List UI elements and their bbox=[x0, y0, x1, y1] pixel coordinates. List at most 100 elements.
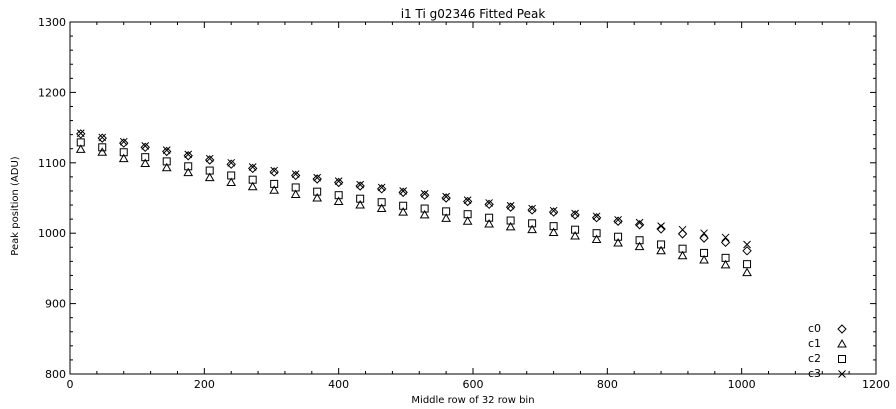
x-axis-label: Middle row of 32 row bin bbox=[411, 395, 534, 406]
point-c0 bbox=[76, 129, 86, 139]
point-c3 bbox=[270, 166, 279, 175]
plot-frame bbox=[69, 21, 877, 375]
point-c3 bbox=[463, 196, 472, 204]
point-c3 bbox=[485, 199, 493, 207]
point-c3 bbox=[291, 170, 300, 178]
y-tick-label: 1000 bbox=[38, 227, 66, 240]
point-c2 bbox=[184, 162, 193, 171]
point-c1 bbox=[226, 177, 237, 187]
point-c1 bbox=[441, 213, 451, 222]
point-c1 bbox=[742, 267, 752, 277]
point-c3 bbox=[227, 158, 236, 167]
x-tick-label: 600 bbox=[463, 378, 484, 391]
point-c1 bbox=[118, 153, 129, 163]
point-c2 bbox=[721, 253, 730, 262]
point-c0 bbox=[441, 193, 451, 203]
y-tick-label: 1300 bbox=[38, 16, 66, 29]
point-c0 bbox=[613, 216, 623, 226]
point-c1 bbox=[247, 181, 258, 191]
point-c0 bbox=[204, 155, 215, 165]
point-c1 bbox=[269, 185, 280, 194]
point-c0 bbox=[656, 224, 666, 234]
point-c0 bbox=[398, 187, 408, 198]
y-tick-label: 900 bbox=[45, 298, 66, 311]
legend-label: c2 bbox=[808, 352, 821, 365]
point-c3 bbox=[141, 142, 150, 150]
point-c0 bbox=[312, 174, 322, 184]
legend-marker-c3 bbox=[838, 370, 846, 378]
point-c0 bbox=[247, 163, 258, 174]
point-c2 bbox=[635, 236, 644, 245]
x-tick-label: 400 bbox=[328, 378, 349, 391]
point-c0 bbox=[720, 237, 731, 248]
point-c1 bbox=[333, 196, 344, 206]
chart-title: i1 Ti g02346 Fitted Peak bbox=[401, 7, 546, 21]
point-c3 bbox=[334, 177, 343, 185]
point-c3 bbox=[420, 189, 429, 198]
point-c3 bbox=[377, 183, 386, 192]
point-c1 bbox=[355, 200, 366, 209]
point-c0 bbox=[269, 167, 279, 177]
legend-label: c3 bbox=[808, 367, 821, 380]
point-c3 bbox=[442, 192, 450, 201]
point-c1 bbox=[204, 172, 215, 182]
point-c3 bbox=[614, 215, 622, 224]
point-c2 bbox=[485, 213, 494, 222]
point-c2 bbox=[270, 179, 279, 188]
point-c1 bbox=[312, 192, 323, 202]
legend: c0 c1 c2 c3 bbox=[808, 322, 847, 380]
point-c3 bbox=[678, 225, 687, 234]
point-c0 bbox=[634, 220, 645, 230]
legend-marker-c0 bbox=[837, 324, 847, 334]
x-tick-label: 1200 bbox=[862, 378, 890, 391]
point-c2 bbox=[657, 240, 666, 249]
point-c2 bbox=[592, 229, 601, 238]
point-c2 bbox=[98, 143, 107, 152]
point-c2 bbox=[334, 191, 343, 200]
point-c3 bbox=[528, 204, 536, 213]
point-c0 bbox=[183, 151, 193, 161]
point-c0 bbox=[548, 207, 559, 217]
point-c0 bbox=[699, 233, 709, 243]
data-points bbox=[75, 129, 752, 277]
point-c0 bbox=[376, 184, 387, 194]
point-c2 bbox=[463, 210, 472, 219]
point-c0 bbox=[290, 170, 301, 181]
point-c1 bbox=[699, 254, 709, 264]
point-c3 bbox=[657, 222, 665, 231]
point-c3 bbox=[549, 206, 558, 215]
point-c2 bbox=[614, 232, 623, 241]
axis-ticks: 0 200 400 600 800 1000 1200 800 900 1000 1100 1200 1… bbox=[38, 16, 890, 391]
point-c2 bbox=[549, 222, 558, 231]
point-c2 bbox=[248, 175, 257, 184]
point-c2 bbox=[356, 194, 365, 203]
x-tick-label: 800 bbox=[597, 378, 618, 391]
point-c2 bbox=[119, 148, 128, 157]
point-c2 bbox=[678, 244, 687, 253]
y-tick-label: 1100 bbox=[38, 157, 66, 170]
y-tick-label: 800 bbox=[45, 368, 66, 381]
point-c2 bbox=[442, 207, 451, 216]
legend-marker-c1 bbox=[837, 338, 847, 348]
point-c1 bbox=[484, 219, 494, 228]
y-tick-label: 1200 bbox=[38, 86, 66, 99]
point-c2 bbox=[743, 260, 752, 269]
point-c0 bbox=[677, 229, 688, 239]
point-c0 bbox=[527, 205, 537, 215]
point-c1 bbox=[183, 167, 194, 177]
point-c1 bbox=[97, 147, 108, 156]
point-c2 bbox=[377, 198, 386, 207]
point-c1 bbox=[462, 216, 473, 225]
point-c0 bbox=[119, 138, 129, 148]
point-c1 bbox=[140, 158, 151, 168]
point-c3 bbox=[635, 218, 644, 227]
point-c1 bbox=[720, 259, 731, 269]
point-c1 bbox=[75, 144, 86, 153]
point-c0 bbox=[226, 159, 236, 169]
point-c1 bbox=[376, 203, 387, 213]
point-c3 bbox=[119, 137, 128, 146]
point-c1 bbox=[527, 224, 537, 234]
point-c1 bbox=[656, 245, 666, 255]
point-c2 bbox=[420, 204, 429, 213]
